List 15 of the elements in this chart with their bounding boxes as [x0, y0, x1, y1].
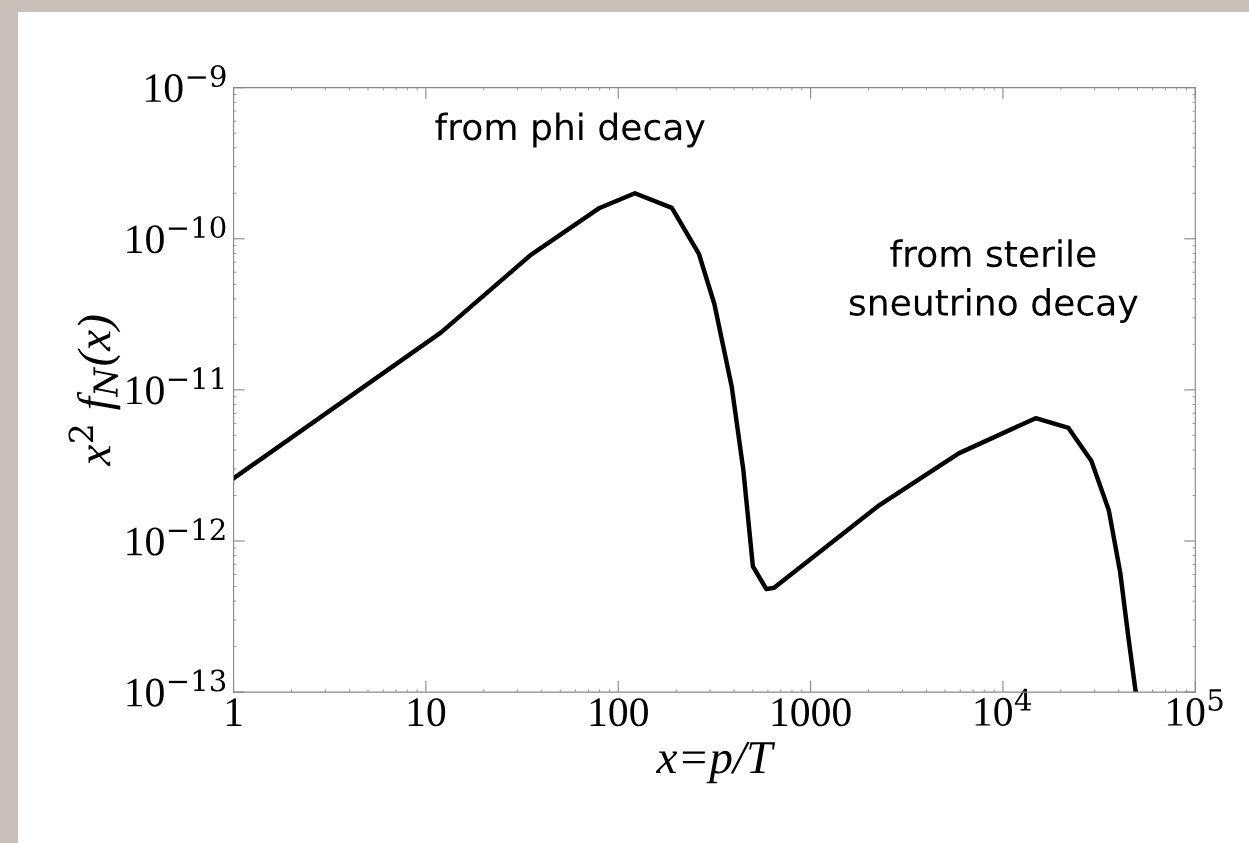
- x-tick-label: 10: [408, 698, 446, 727]
- x-tick-label: 100: [590, 698, 648, 727]
- y-tick-label: 10$^{−9}$: [146, 65, 226, 103]
- annotation: from sterile sneutrino decay: [849, 239, 1138, 323]
- x-tick-label: 10$^{5}$: [1167, 689, 1223, 727]
- y-tick-label: 10$^{−13}$: [127, 669, 226, 707]
- x-tick-label: 10$^{4}$: [975, 688, 1032, 726]
- y-tick-label: 10$^{−12}$: [127, 518, 225, 556]
- y-axis-title: x$^{2}$ f$_{N}$(x): [68, 315, 121, 467]
- x-tick-label: 1000: [772, 698, 851, 727]
- y-tick-label: 10$^{−10}$: [127, 216, 226, 254]
- annotation: from phi decay: [435, 112, 705, 148]
- x-tick-label: 1: [226, 698, 242, 726]
- y-tick-label: 10$^{−11}$: [127, 367, 224, 405]
- x-axis-title: x=p/T: [655, 741, 776, 784]
